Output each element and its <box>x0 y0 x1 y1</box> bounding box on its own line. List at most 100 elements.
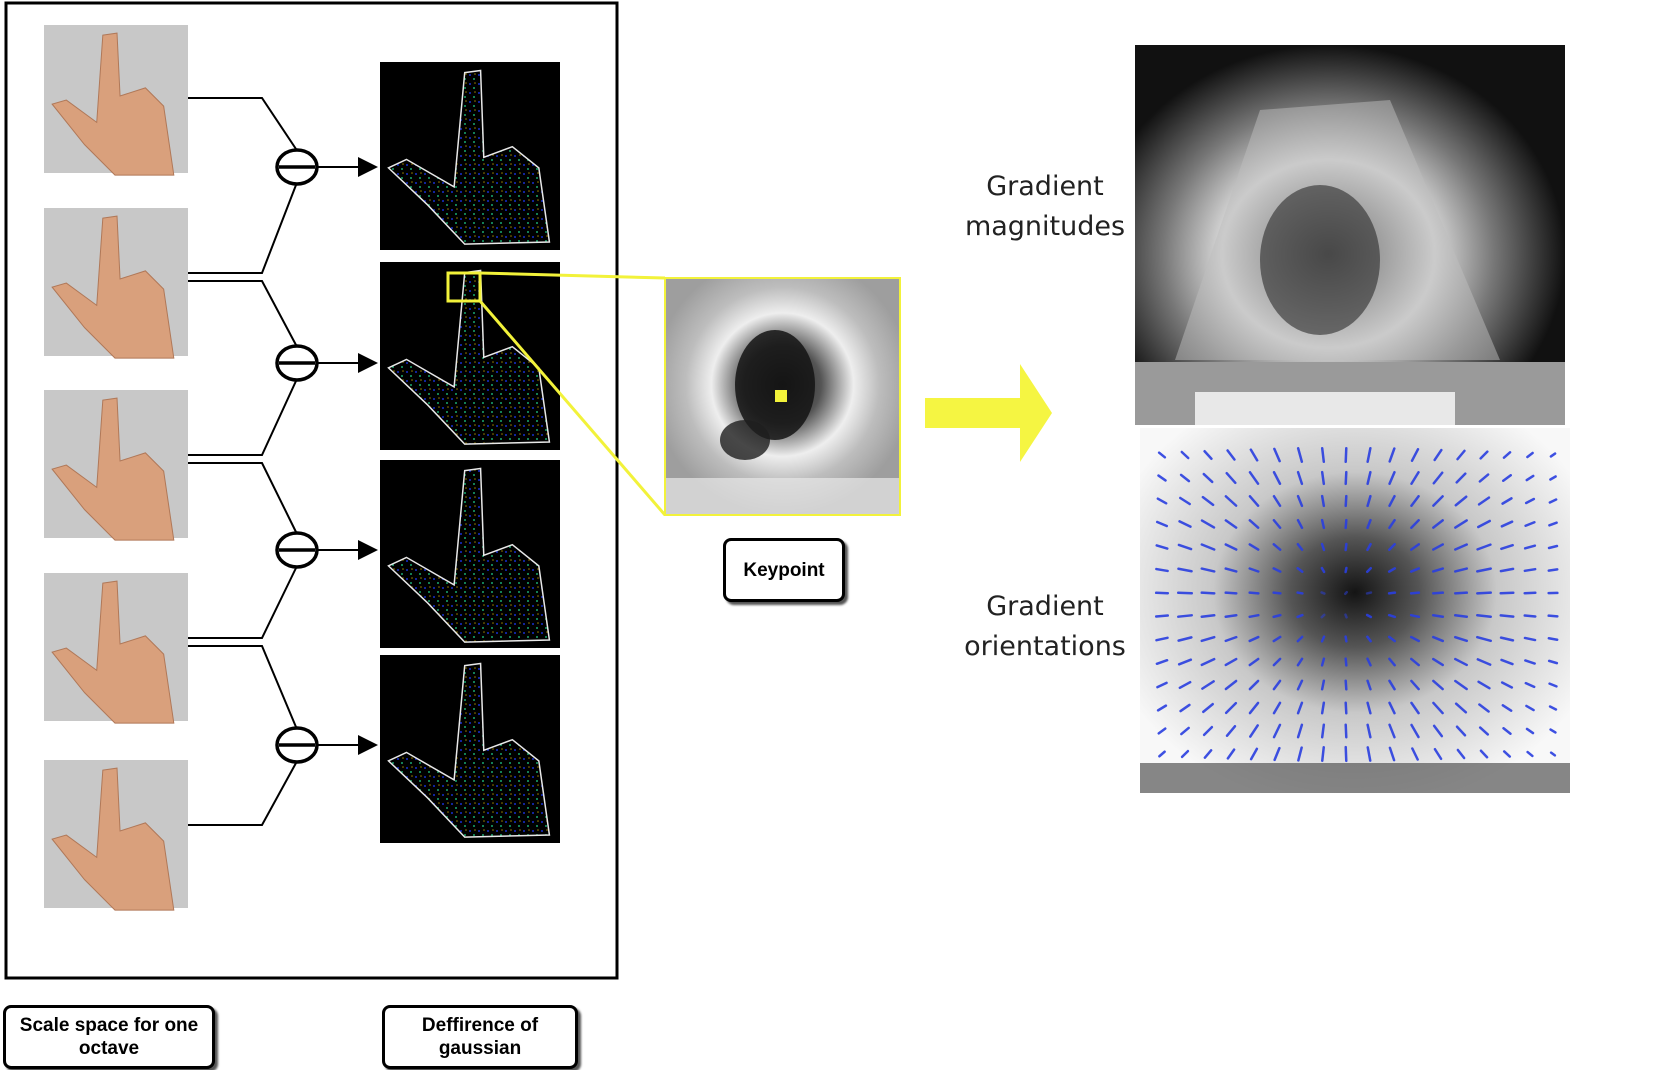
orientation-vector <box>1410 723 1420 739</box>
orientation-vector <box>1431 591 1445 595</box>
keypoint-highlight-box <box>446 271 482 303</box>
orientation-vector <box>1320 494 1326 508</box>
orientation-vector <box>1272 635 1282 643</box>
scale-space-image-1 <box>44 25 188 176</box>
orientation-vector <box>1388 746 1396 762</box>
orientation-vector <box>1502 451 1512 459</box>
orientation-vector <box>1272 543 1282 551</box>
connector-2 <box>188 280 297 456</box>
orientation-vector <box>1366 701 1372 715</box>
orientation-vector <box>1320 613 1326 619</box>
orientation-vector <box>1156 704 1168 712</box>
orientation-vector <box>1272 701 1282 715</box>
orientation-vector <box>1547 614 1559 618</box>
orientation-vector <box>1523 567 1537 573</box>
orientation-vectors <box>1154 446 1559 763</box>
orientation-vector <box>1479 450 1489 460</box>
orientation-vector <box>1296 723 1304 739</box>
orientation-vector <box>1432 543 1444 551</box>
orientation-vector <box>1501 704 1513 712</box>
orientation-vector <box>1388 701 1396 715</box>
orientation-vector <box>1179 703 1191 713</box>
orientation-vector <box>1499 591 1515 595</box>
orientation-vector <box>1453 635 1469 643</box>
orientation-vector <box>1523 614 1537 618</box>
orientation-vector <box>1344 590 1348 596</box>
dog-images <box>380 62 560 843</box>
orientation-vector <box>1296 591 1304 595</box>
orientation-vector <box>1224 679 1238 691</box>
scale-space-image-3 <box>44 390 188 541</box>
orientation-vector <box>1154 614 1170 618</box>
orientation-vector <box>1499 636 1515 642</box>
orientation-vector <box>1156 497 1168 505</box>
orientation-vector <box>1454 543 1468 551</box>
orientation-vector <box>1177 543 1193 551</box>
orientation-vector <box>1272 471 1282 485</box>
orientation-vector <box>1388 518 1396 530</box>
orientation-vector <box>1248 519 1260 529</box>
orientation-vector <box>1431 567 1445 573</box>
orientation-vector <box>1456 748 1466 760</box>
dog-image-1 <box>380 62 560 250</box>
orientation-vector <box>1525 727 1535 735</box>
orientation-vector <box>1224 495 1238 507</box>
orientation-vector <box>1476 614 1492 618</box>
orientation-vector <box>1502 474 1512 482</box>
orientation-vector <box>1224 519 1238 529</box>
orientation-vector <box>1432 471 1444 485</box>
orientation-vector <box>1366 542 1372 552</box>
scale-space-images <box>44 25 188 911</box>
orientation-vector <box>1202 472 1214 484</box>
orientation-vector <box>1273 746 1281 762</box>
orientation-vector <box>1296 518 1304 530</box>
orientation-vector <box>1431 613 1445 619</box>
orientation-vector <box>1476 543 1492 551</box>
orientation-vector <box>1248 591 1260 595</box>
orientation-vector <box>1524 659 1536 665</box>
orientation-vector <box>1273 447 1281 463</box>
orientation-vector <box>1203 749 1213 759</box>
orientation-vector <box>1177 614 1193 618</box>
orientation-vector <box>1344 745 1348 763</box>
orientation-vector <box>1525 474 1535 482</box>
orientation-vector <box>1248 701 1260 715</box>
orientation-vector <box>1410 495 1420 507</box>
orientation-vector <box>1410 543 1420 551</box>
orientation-vector <box>1410 448 1420 462</box>
orientation-vector <box>1500 520 1514 528</box>
orientation-vector <box>1454 657 1468 667</box>
orientation-vector <box>1248 679 1260 691</box>
orientation-vector <box>1366 566 1372 574</box>
orientation-vector <box>1547 636 1559 642</box>
orientation-vector <box>1524 520 1536 528</box>
orientation-vector <box>1224 701 1238 715</box>
orientation-vector <box>1502 727 1512 735</box>
orientation-vector <box>1320 542 1326 552</box>
orientation-vector <box>1180 726 1190 736</box>
orientation-vector <box>1453 591 1469 595</box>
orientation-vector <box>1296 542 1304 552</box>
connector-4 <box>188 645 297 826</box>
orientation-vector <box>1388 447 1396 463</box>
orientation-vector <box>1320 518 1326 530</box>
orientation-vector <box>1224 657 1238 667</box>
orientation-vector <box>1409 635 1421 643</box>
gradient-magnitudes-label: Gradient magnitudes <box>964 171 1126 242</box>
orientation-vector <box>1272 494 1282 508</box>
orientation-vector <box>1366 494 1372 508</box>
orientation-vector <box>1203 449 1213 461</box>
orientation-vector <box>1523 544 1537 550</box>
orientation-vector <box>1156 681 1168 689</box>
orientation-vector <box>1388 543 1396 551</box>
orientation-vector <box>1296 494 1304 508</box>
orientation-vector <box>1548 705 1558 711</box>
orientation-vector <box>1453 567 1469 573</box>
orientation-vector <box>1155 544 1169 550</box>
orientation-vector <box>1366 470 1372 486</box>
orientation-vector <box>1344 635 1348 643</box>
orientation-vector <box>1387 591 1397 595</box>
connector-3 <box>188 462 297 639</box>
orientation-vector <box>1158 750 1166 758</box>
orientation-vector <box>1296 657 1304 667</box>
